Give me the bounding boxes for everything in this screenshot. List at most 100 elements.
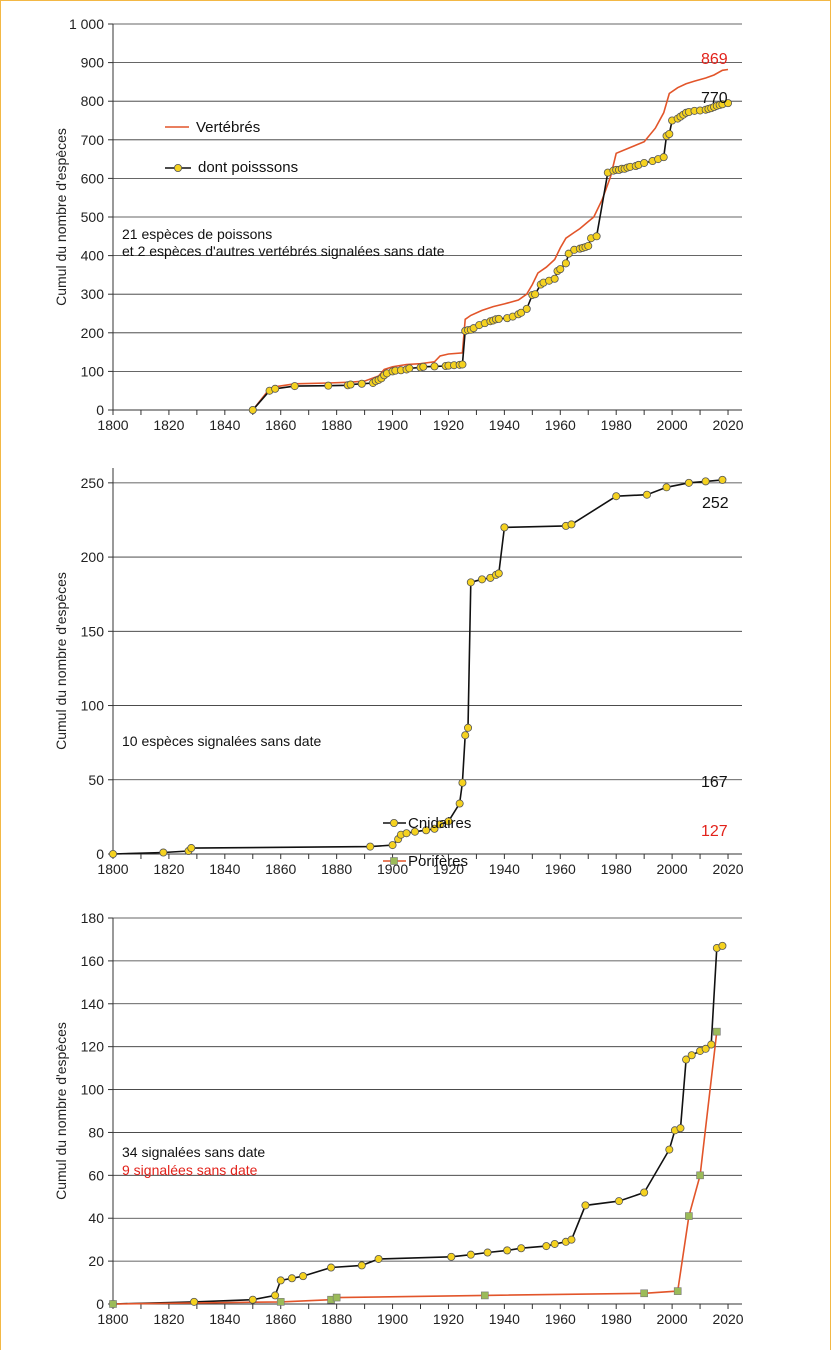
data-point-porif-res — [685, 1212, 693, 1220]
data-point-series — [436, 820, 445, 829]
data-point-series — [109, 850, 118, 859]
x-tick-label: 1800 — [97, 1311, 128, 1327]
x-tick-label: 2020 — [712, 861, 743, 877]
y-tick-label: 100 — [81, 363, 105, 379]
data-point-dont-poisssons — [271, 384, 280, 393]
y-tick-label: 700 — [81, 132, 105, 148]
data-point-series — [159, 848, 168, 857]
data-point-series — [187, 844, 196, 853]
data-point-series — [612, 492, 621, 501]
annotation-cnidaires: 34 signalées sans date — [122, 1144, 265, 1160]
y-tick-label: 160 — [81, 953, 105, 969]
y-axis-label: Cumul du nombre d'espèces — [53, 572, 69, 750]
chart-vertebres: 0 100 200 300 400 500 600 700 800 900 1 000 1800 182… — [53, 16, 744, 433]
data-point-cnidaires — [299, 1272, 308, 1281]
data-point-series — [464, 723, 473, 732]
data-point-dont-poisssons — [584, 241, 593, 250]
data-point-porif-res — [332, 1293, 341, 1302]
data-point-porif-res — [640, 1289, 648, 1298]
data-point-series — [642, 490, 651, 499]
data-point-dont-poisssons — [405, 364, 414, 373]
y-tick-label: 0 — [96, 846, 104, 862]
x-tick-label: 1860 — [265, 417, 296, 433]
chart-cnidaires-poriferes: 0 20 40 60 80 100 120 140 160 180 1800 1820 1840 1860… — [53, 910, 744, 1327]
data-point-cnidaires — [581, 1201, 590, 1210]
x-tick-label: 1800 — [97, 417, 128, 433]
x-tick-label: 2020 — [712, 417, 743, 433]
data-point-porif-res — [696, 1171, 704, 1180]
x-tick-label: 1880 — [321, 1311, 352, 1327]
y-tick-label: 50 — [88, 772, 104, 788]
data-point-cnidaires — [665, 1145, 674, 1154]
x-tick-label: 1920 — [433, 417, 464, 433]
data-point-porif-res — [109, 1300, 117, 1308]
x-tick-label: 1860 — [265, 861, 296, 877]
data-point-series — [458, 778, 467, 787]
x-tick-label: 1840 — [209, 861, 240, 877]
data-point-cnidaires — [676, 1124, 685, 1133]
y-tick-label: 800 — [81, 93, 105, 109]
data-point-cnidaires — [640, 1188, 649, 1197]
data-point-dont-poisssons — [561, 259, 570, 268]
y-tick-label: 20 — [88, 1253, 104, 1269]
data-point-cnidaires — [248, 1295, 257, 1304]
annotation-poriferes: 9 signalées sans date — [122, 1162, 258, 1178]
data-point-cnidaires — [287, 1274, 296, 1283]
data-point-dont-poisssons — [556, 265, 565, 274]
data-point-cnidaires — [374, 1254, 383, 1263]
end-label-total: 252 — [702, 495, 729, 512]
y-tick-label: 250 — [81, 475, 105, 491]
series-line-vert-br-s — [252, 68, 729, 411]
data-point-cnidaires — [682, 1055, 691, 1064]
data-point-series — [478, 575, 487, 584]
x-tick-label: 2000 — [657, 417, 688, 433]
data-point-series — [366, 842, 375, 851]
data-point-series — [444, 817, 453, 826]
x-tick-label: 1800 — [97, 861, 128, 877]
data-point-cnidaires — [517, 1244, 526, 1253]
annotation-line-2: et 2 espèces d'autres vertébrés signalée… — [122, 243, 445, 259]
y-tick-label: 60 — [88, 1167, 104, 1183]
data-point-dont-poisssons — [724, 99, 733, 108]
data-point-cnidaires — [503, 1246, 512, 1255]
x-tick-label: 1920 — [433, 1311, 464, 1327]
legend-vertebres-label: Vertébrés — [196, 119, 260, 136]
y-tick-label: 100 — [81, 698, 105, 714]
data-point-cnidaires — [327, 1263, 336, 1272]
y-tick-label: 200 — [81, 549, 105, 565]
y-tick-label: 100 — [81, 1082, 105, 1098]
x-tick-label: 1980 — [601, 1311, 632, 1327]
x-tick-label: 1940 — [489, 417, 520, 433]
data-point-series — [422, 826, 431, 835]
data-point-dont-poisssons — [458, 360, 467, 369]
data-point-dont-poisssons — [659, 153, 668, 162]
x-tick-label: 1980 — [601, 417, 632, 433]
data-point-series — [662, 483, 671, 492]
x-tick-label: 1820 — [153, 861, 184, 877]
data-point-series — [718, 475, 727, 484]
x-tick-label: 2000 — [657, 861, 688, 877]
legend-cnidaires-marker — [389, 819, 398, 828]
y-tick-label: 500 — [81, 209, 105, 225]
data-point-cnidaires — [357, 1261, 366, 1270]
data-point-dont-poisssons — [419, 362, 428, 371]
x-tick-label: 1920 — [433, 861, 464, 877]
x-tick-label: 2020 — [712, 1311, 743, 1327]
x-tick-label: 1860 — [265, 1311, 296, 1327]
y-tick-label: 0 — [96, 1296, 104, 1312]
data-point-series — [461, 731, 470, 740]
data-point-dont-poisssons — [494, 314, 503, 323]
data-point-series — [494, 569, 503, 578]
y-tick-label: 300 — [81, 286, 105, 302]
x-tick-label: 1840 — [209, 417, 240, 433]
data-point-porif-res — [713, 1027, 721, 1036]
data-point-dont-poisssons — [550, 274, 559, 283]
data-point-cnidaires — [276, 1276, 285, 1285]
data-point-cnidaires — [483, 1248, 492, 1257]
x-tick-label: 1940 — [489, 1311, 520, 1327]
y-axis-label: Cumul du nombre d'espèces — [53, 1022, 69, 1200]
end-label-vertebres: 869 — [701, 51, 728, 68]
legend-poriferes-label: Porifères — [408, 853, 468, 870]
series-line-series — [112, 479, 723, 855]
